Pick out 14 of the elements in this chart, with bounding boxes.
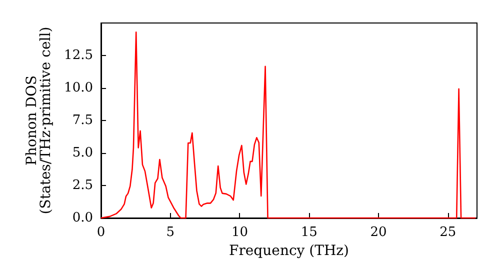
- x-tick-label: 25: [440, 225, 456, 240]
- y-tick-label: 7.5: [72, 113, 93, 128]
- x-axis-title: Frequency (THz): [228, 242, 350, 259]
- y-tick-label: 2.5: [72, 178, 93, 193]
- x-tick-label: 10: [231, 225, 248, 240]
- x-tick-label: 5: [166, 225, 175, 240]
- x-tick-label: 0: [96, 225, 106, 240]
- y-axis-title: Phonon DOS (States/THz·primitive cell): [24, 26, 54, 214]
- y-tick-label: 12.5: [64, 48, 93, 63]
- y-tick-label: 0.0: [72, 210, 93, 226]
- x-tick-label: 20: [370, 225, 387, 240]
- y-tick-label: 5.0: [72, 146, 93, 160]
- y-tick-label: 10.0: [64, 80, 93, 96]
- x-tick-label: 15: [300, 225, 318, 240]
